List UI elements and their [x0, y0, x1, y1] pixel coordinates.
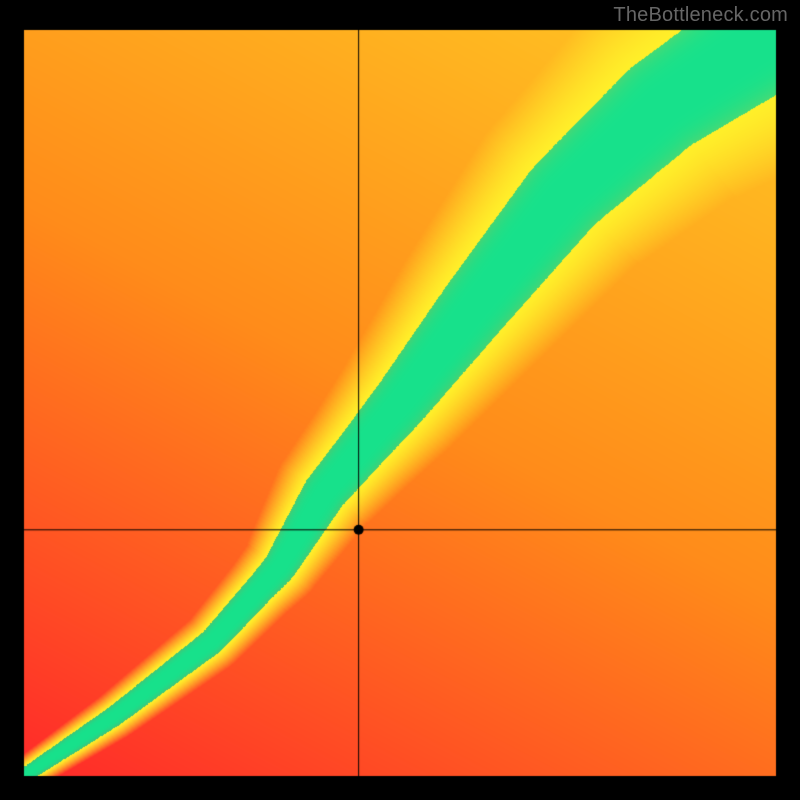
- bottleneck-heatmap-canvas: [0, 0, 800, 800]
- watermark-text: TheBottleneck.com: [613, 4, 788, 27]
- chart-container: TheBottleneck.com: [0, 0, 800, 800]
